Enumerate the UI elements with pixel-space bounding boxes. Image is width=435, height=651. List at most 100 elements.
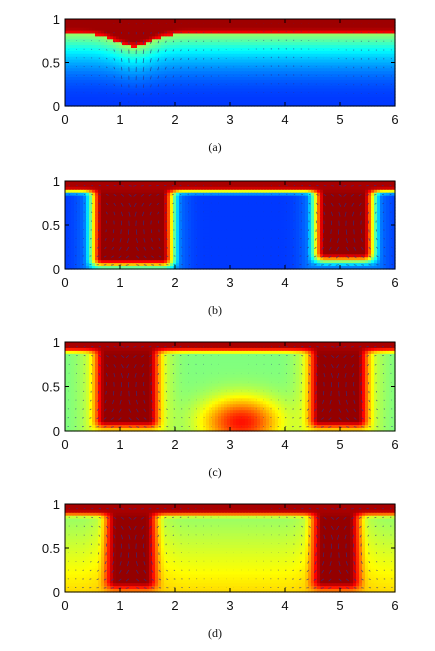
heatmap-cell	[368, 21, 372, 26]
vector-arrow	[157, 75, 160, 79]
heatmap-cell	[392, 198, 396, 203]
heatmap-cell	[284, 21, 288, 26]
heatmap-cell	[329, 210, 333, 214]
heatmap-cell	[212, 210, 216, 214]
heatmap-cell	[359, 74, 363, 78]
heatmap-cell	[218, 198, 222, 203]
heatmap-cell	[356, 85, 360, 90]
heatmap-cell	[365, 24, 369, 29]
heatmap-cell	[74, 56, 78, 61]
heatmap-cell	[113, 186, 117, 191]
heatmap-cell	[209, 181, 213, 185]
heatmap-cell	[344, 24, 348, 29]
heatmap-cell	[170, 85, 174, 90]
heatmap-cell	[347, 207, 351, 211]
heatmap-cell	[242, 24, 246, 29]
heatmap-cell	[170, 82, 174, 87]
heatmap-cell	[113, 195, 117, 200]
heatmap-cell	[305, 82, 309, 87]
heatmap-cell	[209, 204, 213, 208]
heatmap-cell	[326, 27, 330, 32]
heatmap-cell	[371, 204, 375, 208]
heatmap-cell	[245, 27, 249, 32]
heatmap-cell	[212, 45, 216, 49]
heatmap-cell	[314, 68, 318, 72]
heatmap-cell	[215, 21, 219, 26]
heatmap-cell	[356, 88, 360, 93]
heatmap-cell	[359, 189, 363, 194]
heatmap-cell	[317, 68, 321, 72]
heatmap-cell	[140, 201, 144, 206]
heatmap-cell	[320, 21, 324, 26]
heatmap-cell	[323, 85, 327, 90]
heatmap-cell	[149, 189, 153, 194]
heatmap-cell	[68, 79, 72, 84]
heatmap-cell	[71, 88, 75, 93]
heatmap-cell	[110, 50, 114, 55]
heatmap-cell	[191, 62, 195, 66]
heatmap-cell	[320, 204, 324, 208]
heatmap-cell	[191, 192, 195, 197]
heatmap-cell	[311, 30, 315, 35]
heatmap-cell	[122, 186, 126, 191]
heatmap-cell	[377, 42, 381, 46]
heatmap-cell	[344, 204, 348, 208]
heatmap-cell	[305, 77, 309, 81]
heatmap-cell	[116, 65, 120, 69]
heatmap-cell	[125, 210, 129, 214]
heatmap-cell	[152, 33, 156, 37]
heatmap-cell	[380, 181, 384, 185]
heatmap-cell	[281, 192, 285, 197]
heatmap-cell	[218, 204, 222, 208]
heatmap-cell	[266, 88, 270, 93]
heatmap-cell	[248, 62, 252, 66]
heatmap-cell	[359, 36, 363, 40]
heatmap-cell	[167, 210, 171, 214]
heatmap-cell	[86, 79, 90, 84]
heatmap-cell	[305, 195, 309, 200]
heatmap-cell	[176, 195, 180, 200]
heatmap-cell	[332, 68, 336, 72]
heatmap-cell	[317, 71, 321, 75]
heatmap-cell	[128, 77, 132, 81]
heatmap-cell	[158, 53, 162, 58]
heatmap-cell	[356, 71, 360, 75]
heatmap-cell	[365, 77, 369, 81]
heatmap-cell	[221, 97, 225, 101]
heatmap-cell	[377, 24, 381, 29]
heatmap-cell	[140, 24, 144, 29]
heatmap-cell	[83, 68, 87, 72]
heatmap-cell	[320, 198, 324, 203]
heatmap-cell	[311, 88, 315, 93]
heatmap-cell	[197, 21, 201, 26]
heatmap-cell	[173, 27, 177, 32]
heatmap-cell	[158, 97, 162, 101]
heatmap-cell	[266, 94, 270, 98]
heatmap-cell	[215, 53, 219, 58]
heatmap-cell	[356, 45, 360, 49]
heatmap-cell	[176, 74, 180, 78]
heatmap-cell	[74, 192, 78, 197]
heatmap-cell	[281, 189, 285, 194]
heatmap-cell	[188, 82, 192, 87]
heatmap-cell	[332, 79, 336, 84]
heatmap-cell	[380, 201, 384, 206]
heatmap-cell	[329, 19, 333, 23]
heatmap-cell	[209, 97, 213, 101]
heatmap-cell	[353, 53, 357, 58]
heatmap-cell	[341, 71, 345, 75]
heatmap-cell	[185, 21, 189, 26]
heatmap-cell	[191, 85, 195, 90]
heatmap-cell	[230, 68, 234, 72]
heatmap-cell	[188, 21, 192, 26]
heatmap-cell	[113, 97, 117, 101]
heatmap-cell	[389, 74, 393, 78]
heatmap-cell	[365, 45, 369, 49]
vector-arrow	[150, 49, 152, 54]
heatmap-cell	[338, 59, 342, 64]
heatmap-cell	[296, 74, 300, 78]
heatmap-cell	[245, 42, 249, 46]
heatmap-cell	[278, 198, 282, 203]
heatmap-cell	[221, 65, 225, 69]
heatmap-cell	[290, 59, 294, 64]
